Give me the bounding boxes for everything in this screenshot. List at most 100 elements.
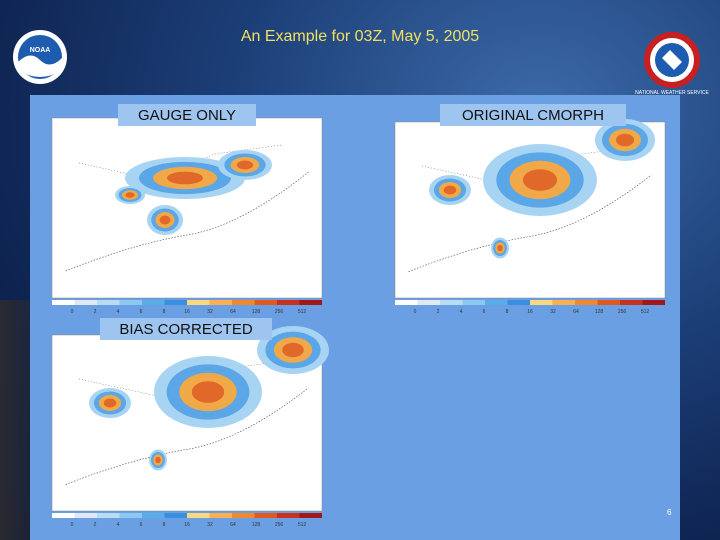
colorbar-label: 32 xyxy=(550,309,556,315)
colorbar-label: 6 xyxy=(140,522,143,528)
colorbar-label: 256 xyxy=(275,522,284,528)
map-background xyxy=(51,117,323,299)
colorbar-label: 128 xyxy=(252,309,261,315)
panel-label-box xyxy=(100,318,272,340)
noaa-logo: NOAA xyxy=(13,30,67,84)
colorbar-label: 2 xyxy=(94,309,97,315)
colorbar-swatch xyxy=(440,300,463,305)
colorbar-swatch xyxy=(164,513,187,518)
colorbar-swatch xyxy=(142,513,165,518)
colorbar-swatch xyxy=(507,300,530,305)
colorbar-swatch xyxy=(187,300,210,305)
colorbar-swatch xyxy=(74,513,97,518)
colorbar-swatch xyxy=(142,300,165,305)
colorbar-swatch xyxy=(277,513,300,518)
colorbar-label: 8 xyxy=(163,309,166,315)
precip-area xyxy=(497,244,503,252)
colorbar-swatch xyxy=(119,513,142,518)
colorbar-label: 4 xyxy=(117,522,120,528)
colorbar-label: 256 xyxy=(618,309,627,315)
coastline xyxy=(65,387,309,485)
map-panel: 0 2 4 6 8 16 32 64 128 256 512 BIAS CORRECTED xyxy=(51,318,329,528)
colorbar-swatch xyxy=(232,513,255,518)
precip-area xyxy=(125,192,135,198)
colorbar-swatch xyxy=(299,513,322,518)
colorbar-swatch xyxy=(552,300,575,305)
map-panel: 0 2 4 6 8 16 32 64 128 256 512 GAUGE ONLY xyxy=(51,104,323,315)
colorbar-swatch xyxy=(395,300,418,305)
colorbar-label: 2 xyxy=(94,522,97,528)
colorbar-label: 0 xyxy=(414,309,417,315)
colorbar-swatch xyxy=(209,300,232,305)
colorbar-swatch xyxy=(97,300,120,305)
colorbar-swatch xyxy=(254,513,277,518)
colorbar-swatch xyxy=(575,300,598,305)
colorbar-swatch xyxy=(597,300,620,305)
colorbar-swatch xyxy=(642,300,665,305)
colorbar-label: 64 xyxy=(230,522,236,528)
coastline xyxy=(65,171,309,272)
colorbar-swatch xyxy=(620,300,643,305)
panel-label: GAUGE ONLY xyxy=(138,107,236,124)
precip-area xyxy=(103,398,117,408)
page-number: 6 xyxy=(667,508,672,517)
colorbar-label: 64 xyxy=(230,309,236,315)
colorbar-swatch xyxy=(52,513,75,518)
colorbar-swatch xyxy=(232,300,255,305)
map-panel: 0 2 4 6 8 16 32 64 128 256 512 ORIGINAL CMORPH xyxy=(394,104,666,315)
colorbar-label: 16 xyxy=(527,309,533,315)
colorbar-label: 2 xyxy=(437,309,440,315)
precip-area xyxy=(236,160,254,170)
colorbar-swatch xyxy=(187,513,210,518)
colorbar-label: 64 xyxy=(573,309,579,315)
precip-area xyxy=(159,215,171,225)
precip-area xyxy=(522,169,558,191)
colorbar-label: 512 xyxy=(641,309,650,315)
colorbar-swatch xyxy=(485,300,508,305)
colorbar-label: 256 xyxy=(275,309,284,315)
colorbar-label: 128 xyxy=(595,309,604,315)
colorbar-label: 6 xyxy=(483,309,486,315)
precip-area xyxy=(616,133,634,147)
colorbar-label: 512 xyxy=(298,522,307,528)
colorbar-swatch xyxy=(74,300,97,305)
precip-area xyxy=(155,456,161,464)
colorbar-label: 16 xyxy=(184,309,190,315)
panel-label: ORIGINAL CMORPH xyxy=(462,107,604,124)
colorbar-label: 4 xyxy=(117,309,120,315)
colorbar-swatch xyxy=(299,300,322,305)
colorbar-label: 6 xyxy=(140,309,143,315)
colorbar-label: 512 xyxy=(298,309,307,315)
colorbar-label: 8 xyxy=(506,309,509,315)
colorbar-swatch xyxy=(417,300,440,305)
precip-area xyxy=(443,185,457,195)
colorbar-swatch xyxy=(209,513,232,518)
colorbar-label: 16 xyxy=(184,522,190,528)
colorbar-label: 32 xyxy=(207,309,213,315)
slide-title: An Example for 03Z, May 5, 2005 xyxy=(241,28,479,45)
logo-text: NATIONAL WEATHER SERVICE xyxy=(635,90,709,96)
colorbar-swatch xyxy=(164,300,187,305)
colorbar-swatch xyxy=(277,300,300,305)
colorbar-swatch xyxy=(52,300,75,305)
precip-area xyxy=(167,171,203,185)
coastline xyxy=(408,174,652,272)
colorbar-label: 0 xyxy=(71,522,74,528)
colorbar-swatch xyxy=(119,300,142,305)
panel-label: BIAS CORRECTED xyxy=(119,321,253,338)
colorbar-swatch xyxy=(254,300,277,305)
panel-label-box xyxy=(118,104,256,126)
nws-logo: NATIONAL WEATHER SERVICE xyxy=(635,32,710,96)
precip-area xyxy=(191,381,225,403)
logo-text: NOAA xyxy=(30,47,51,54)
border xyxy=(78,144,282,182)
colorbar-swatch xyxy=(462,300,485,305)
precip-area xyxy=(282,342,304,358)
colorbar-swatch xyxy=(530,300,553,305)
border xyxy=(78,361,282,397)
colorbar-label: 8 xyxy=(163,522,166,528)
colorbar-label: 4 xyxy=(460,309,463,315)
colorbar-label: 32 xyxy=(207,522,213,528)
panel-label-box xyxy=(440,104,626,126)
